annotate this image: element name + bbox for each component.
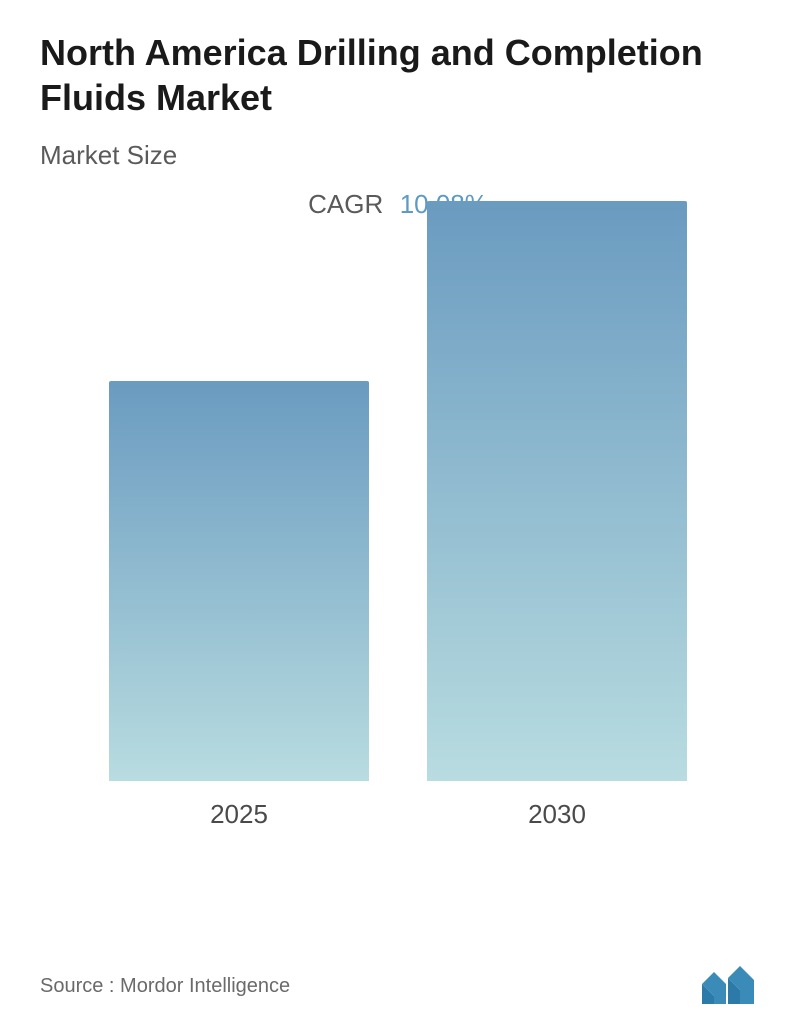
bar-group-2030: 2030 [427,201,687,830]
bar-group-2025: 2025 [109,381,369,830]
bar-2030 [427,201,687,781]
chart-subtitle: Market Size [40,140,756,171]
source-text: Source : Mordor Intelligence [40,975,290,998]
bar-label-2030: 2030 [528,799,586,830]
chart-area: 2025 2030 [40,250,756,890]
brand-logo [700,966,756,1006]
bar-label-2025: 2025 [210,799,268,830]
source-name: Mordor Intelligence [120,975,290,997]
chart-title: North America Drilling and Completion Fl… [40,30,756,120]
bar-2025 [109,381,369,781]
source-label: Source : [40,975,114,997]
footer: Source : Mordor Intelligence [40,966,756,1006]
bars-container: 2025 2030 [40,250,756,830]
cagr-label: CAGR [308,189,383,220]
